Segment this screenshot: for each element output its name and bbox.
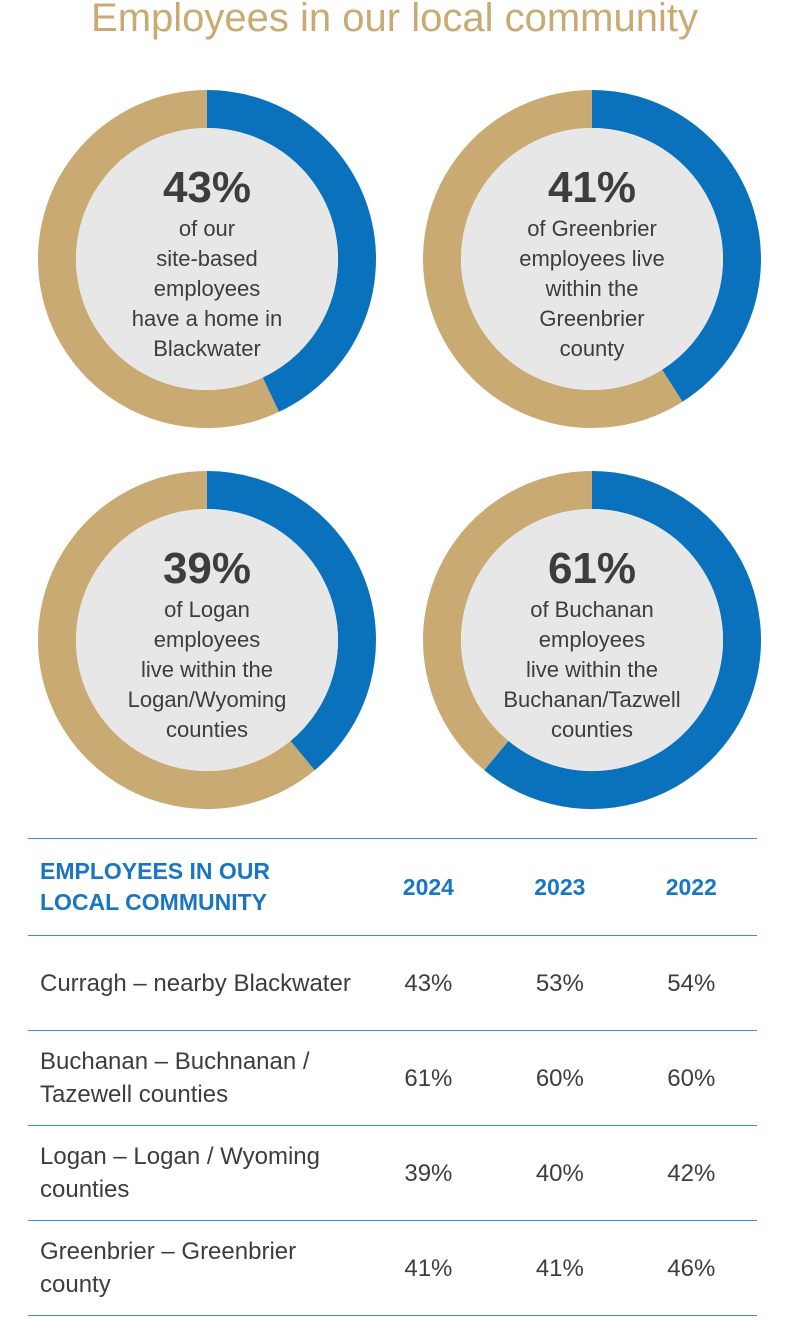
donut-description-line: of Greenbrier (527, 216, 657, 241)
donut-chart-1: 43% of our site-based employees have a home … (38, 90, 376, 428)
donut-description-line: counties (551, 717, 633, 742)
row-label: Buchanan – Buchnanan / Tazewell counties (40, 1048, 310, 1108)
donut-chart-3: 39% of Logan employees live within the Logan… (38, 471, 376, 809)
cell-2024: 41% (404, 1254, 453, 1282)
donut-percent-label: 39% (163, 544, 251, 593)
header-2023: 2023 (534, 873, 586, 900)
donut-description-line: of Logan (164, 597, 250, 622)
donut-remainder-segment (38, 90, 279, 428)
cell-2022: 60% (667, 1064, 716, 1092)
header-2024: 2024 (402, 873, 454, 900)
donut-description-line: Buchanan/Tazwell (503, 687, 680, 712)
donut-remainder-segment (38, 471, 315, 809)
donut-description-line: site-based (156, 246, 258, 271)
donut-percent-label: 61% (548, 544, 636, 593)
donut-description-line: live within the (141, 657, 273, 682)
header-2022: 2022 (665, 873, 717, 900)
donut-description-line: within the (545, 276, 639, 301)
donut-description-line: employees (154, 627, 260, 652)
donut-chart-4: 61% of Buchanan employees live within the Bu… (423, 471, 761, 809)
cell-2024: 61% (404, 1064, 453, 1092)
donut-description-line: of our (179, 216, 235, 241)
cell-2022: 42% (667, 1159, 716, 1187)
cell-2022: 46% (667, 1254, 716, 1282)
donut-value-segment (206, 90, 376, 412)
table-row: Logan – Logan / Wyoming counties 39% 40%… (28, 1126, 757, 1221)
cell-2024: 39% (404, 1159, 453, 1187)
donut-description-line: have a home in (132, 306, 282, 331)
cell-2023: 40% (535, 1159, 584, 1187)
donut-description-line: employees (539, 627, 645, 652)
row-label: Logan – Logan / Wyoming counties (40, 1143, 320, 1203)
donut-description-line: employees live (519, 246, 665, 271)
cell-2023: 41% (535, 1254, 584, 1282)
donut-center (461, 509, 723, 771)
donut-value-segment (484, 471, 761, 809)
donut-description-line: Greenbrier (539, 306, 644, 331)
donut-value-segment (591, 90, 761, 402)
donut-description-line: employees (154, 276, 260, 301)
cell-2024: 43% (404, 969, 453, 997)
donut-percent-label: 43% (163, 163, 251, 212)
donut-description-line: of Buchanan (530, 597, 654, 622)
donut-description-line: live within the (526, 657, 658, 682)
row-label: Curragh – nearby Blackwater (40, 969, 351, 997)
donut-percent-label: 41% (548, 163, 636, 212)
table-header-row: EMPLOYEES IN OUR LOCAL COMMUNITY 2024 20… (28, 839, 757, 936)
cell-2023: 53% (535, 969, 584, 997)
community-table: EMPLOYEES IN OUR LOCAL COMMUNITY 2024 20… (28, 838, 757, 1316)
row-label: Greenbrier – Greenbrier county (40, 1238, 297, 1298)
table-row: Buchanan – Buchnanan / Tazewell counties… (28, 1031, 757, 1126)
donut-description-line: counties (166, 717, 248, 742)
donut-center (461, 128, 723, 390)
donut-remainder-segment (423, 471, 593, 771)
table-row: Greenbrier – Greenbrier county 41% 41% 4… (28, 1221, 757, 1316)
donut-value-segment (206, 471, 376, 771)
page-title: Employees in our local community (91, 0, 698, 40)
donut-center (76, 509, 338, 771)
donut-chart-2: 41% of Greenbrier employees live within the… (423, 90, 761, 428)
donut-description-line: Logan/Wyoming (128, 687, 287, 712)
table-top-rule (28, 838, 757, 839)
cell-2023: 60% (535, 1064, 584, 1092)
cell-2022: 54% (667, 969, 716, 997)
header-label: EMPLOYEES IN OUR LOCAL COMMUNITY (40, 858, 271, 915)
donut-remainder-segment (423, 90, 683, 428)
donut-center (76, 128, 338, 390)
donut-description-line: county (560, 336, 625, 361)
table-row: Curragh – nearby Blackwater 43% 53% 54% (28, 936, 757, 1031)
donut-description-line: Blackwater (153, 336, 261, 361)
